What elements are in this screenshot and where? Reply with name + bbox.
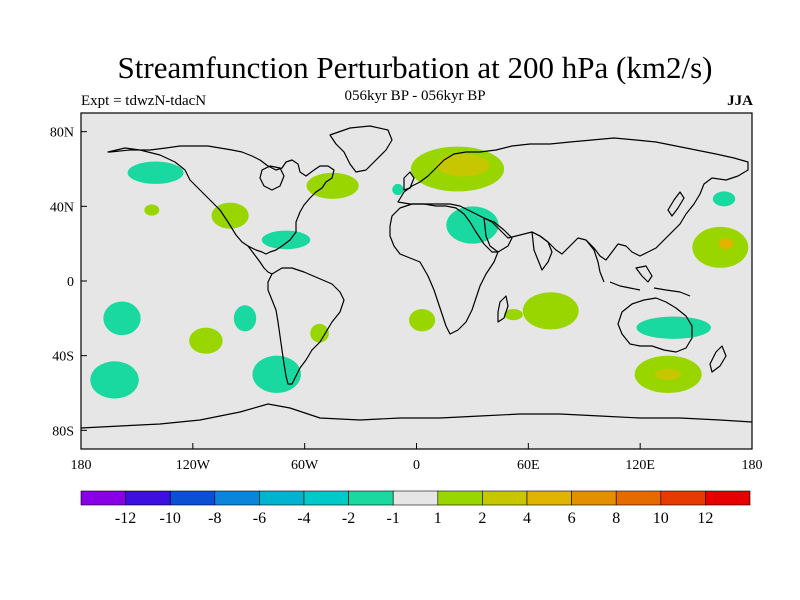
anomaly-s-atlantic-pos [409,309,436,332]
colorbar-label: 6 [568,510,576,527]
uk-coast [403,171,415,191]
anomaly-nw-pacific-east-neg [712,191,736,207]
colorbar-label: 4 [523,510,531,527]
lon-tick-label: 120W [176,458,211,473]
colorbar-swatch [705,490,751,506]
colorbar-swatch [80,490,126,506]
anomaly-s-indian-core [655,368,682,380]
antarctica-coast [81,403,752,429]
hudson-bay-coast [259,165,285,191]
south-america-coast [267,267,345,385]
lon-tick-label: 180 [742,458,763,473]
eurasia-coast [397,137,749,261]
colorbar-label: -12 [115,510,136,527]
madagascar-coast [497,295,509,323]
anomaly-australia-neg [636,316,711,339]
colorbar-swatch [169,490,216,506]
colorbar-label: 2 [478,510,486,527]
anomaly-n-atlantic-pos [306,172,359,199]
colorbar-swatch [259,490,305,506]
anomaly-indian-pos [522,292,579,330]
new-zealand-coast [709,345,727,373]
anomaly-nw-pacific-neg [127,161,184,184]
colorbar-label: -1 [387,510,400,527]
colorbar-swatch [526,490,572,506]
axis-ticks: 80N 40N 0 40S 80S 180 120W 60W 0 60E 120E 180 [50,126,763,473]
colorbar-swatch [125,490,171,506]
experiment-label: Expt = tdwzN-tdacN [81,93,207,109]
lon-tick-label: 180 [71,458,92,473]
lon-tick-label: 120E [625,458,655,473]
anomaly-southern-pacific-neg [90,361,139,399]
africa-coast [389,203,499,335]
colorbar-label: 10 [653,510,669,527]
australia-coast [617,297,693,353]
anomaly-se-pacific-neg [103,301,141,336]
colorbar-swatch [348,490,394,506]
anomaly-w-pacific-core [718,238,734,250]
lat-tick-label: 0 [67,275,74,290]
anomaly-madagascar-pos [504,309,523,321]
anomaly-e-pacific-neg [233,305,257,332]
arabia-coast [483,217,513,253]
greenland-coast [329,125,393,173]
colorbar-swatch [437,490,483,506]
lat-tick-label: 40S [52,350,74,365]
colorbar-label: 1 [434,510,442,527]
anomaly-s-chile-neg [252,355,301,394]
colorbar-label: -8 [208,510,221,527]
anomaly-s-america-pos [310,323,329,343]
colorbar-swatch [214,490,260,506]
anomaly-s-pacific-pos [189,327,223,354]
colorbar-swatch [303,490,349,506]
lon-tick-label: 60W [291,458,319,473]
colorbar: -12 -10 -8 -6 -4 -2 -1 1 2 4 6 8 10 12 [80,490,751,527]
colorbar-label: -6 [253,510,266,527]
colorbar-label: -10 [160,510,181,527]
colorbar-label: 8 [612,510,620,527]
colorbar-label: -4 [297,510,310,527]
coastlines [81,125,752,429]
anomaly-iceland-neg [392,183,404,196]
se-asia-coast [585,239,691,297]
lat-tick-label: 80N [50,126,74,141]
chart-subtitle: 056kyr BP - 056kyr BP [344,88,486,104]
central-america-coast [247,245,273,275]
colorbar-label: -2 [342,510,355,527]
north-america-coast [107,145,335,255]
colorbar-swatch [571,490,617,506]
anomaly-w-pacific-pos [692,226,749,268]
colorbar-label: 12 [697,510,713,527]
anomaly-ne-pacific-pos [144,204,160,216]
lon-tick-label: 0 [413,458,420,473]
india-coast [531,231,553,271]
anomaly-caribbean-neg [261,230,311,250]
season-label: JJA [727,93,753,109]
colorbar-swatch [482,490,528,506]
colorbar-swatch [615,490,662,506]
anomaly-scandinavia-core [437,154,490,177]
lon-tick-label: 60E [517,458,540,473]
chart-title: Streamfunction Perturbation at 200 hPa (… [117,50,713,85]
lat-tick-label: 40N [50,200,74,215]
lat-tick-label: 80S [52,424,74,439]
anomaly-n-america-pos [211,202,249,229]
colorbar-swatch [392,490,439,506]
japan-coast [667,191,685,217]
colorbar-swatch [660,490,706,506]
